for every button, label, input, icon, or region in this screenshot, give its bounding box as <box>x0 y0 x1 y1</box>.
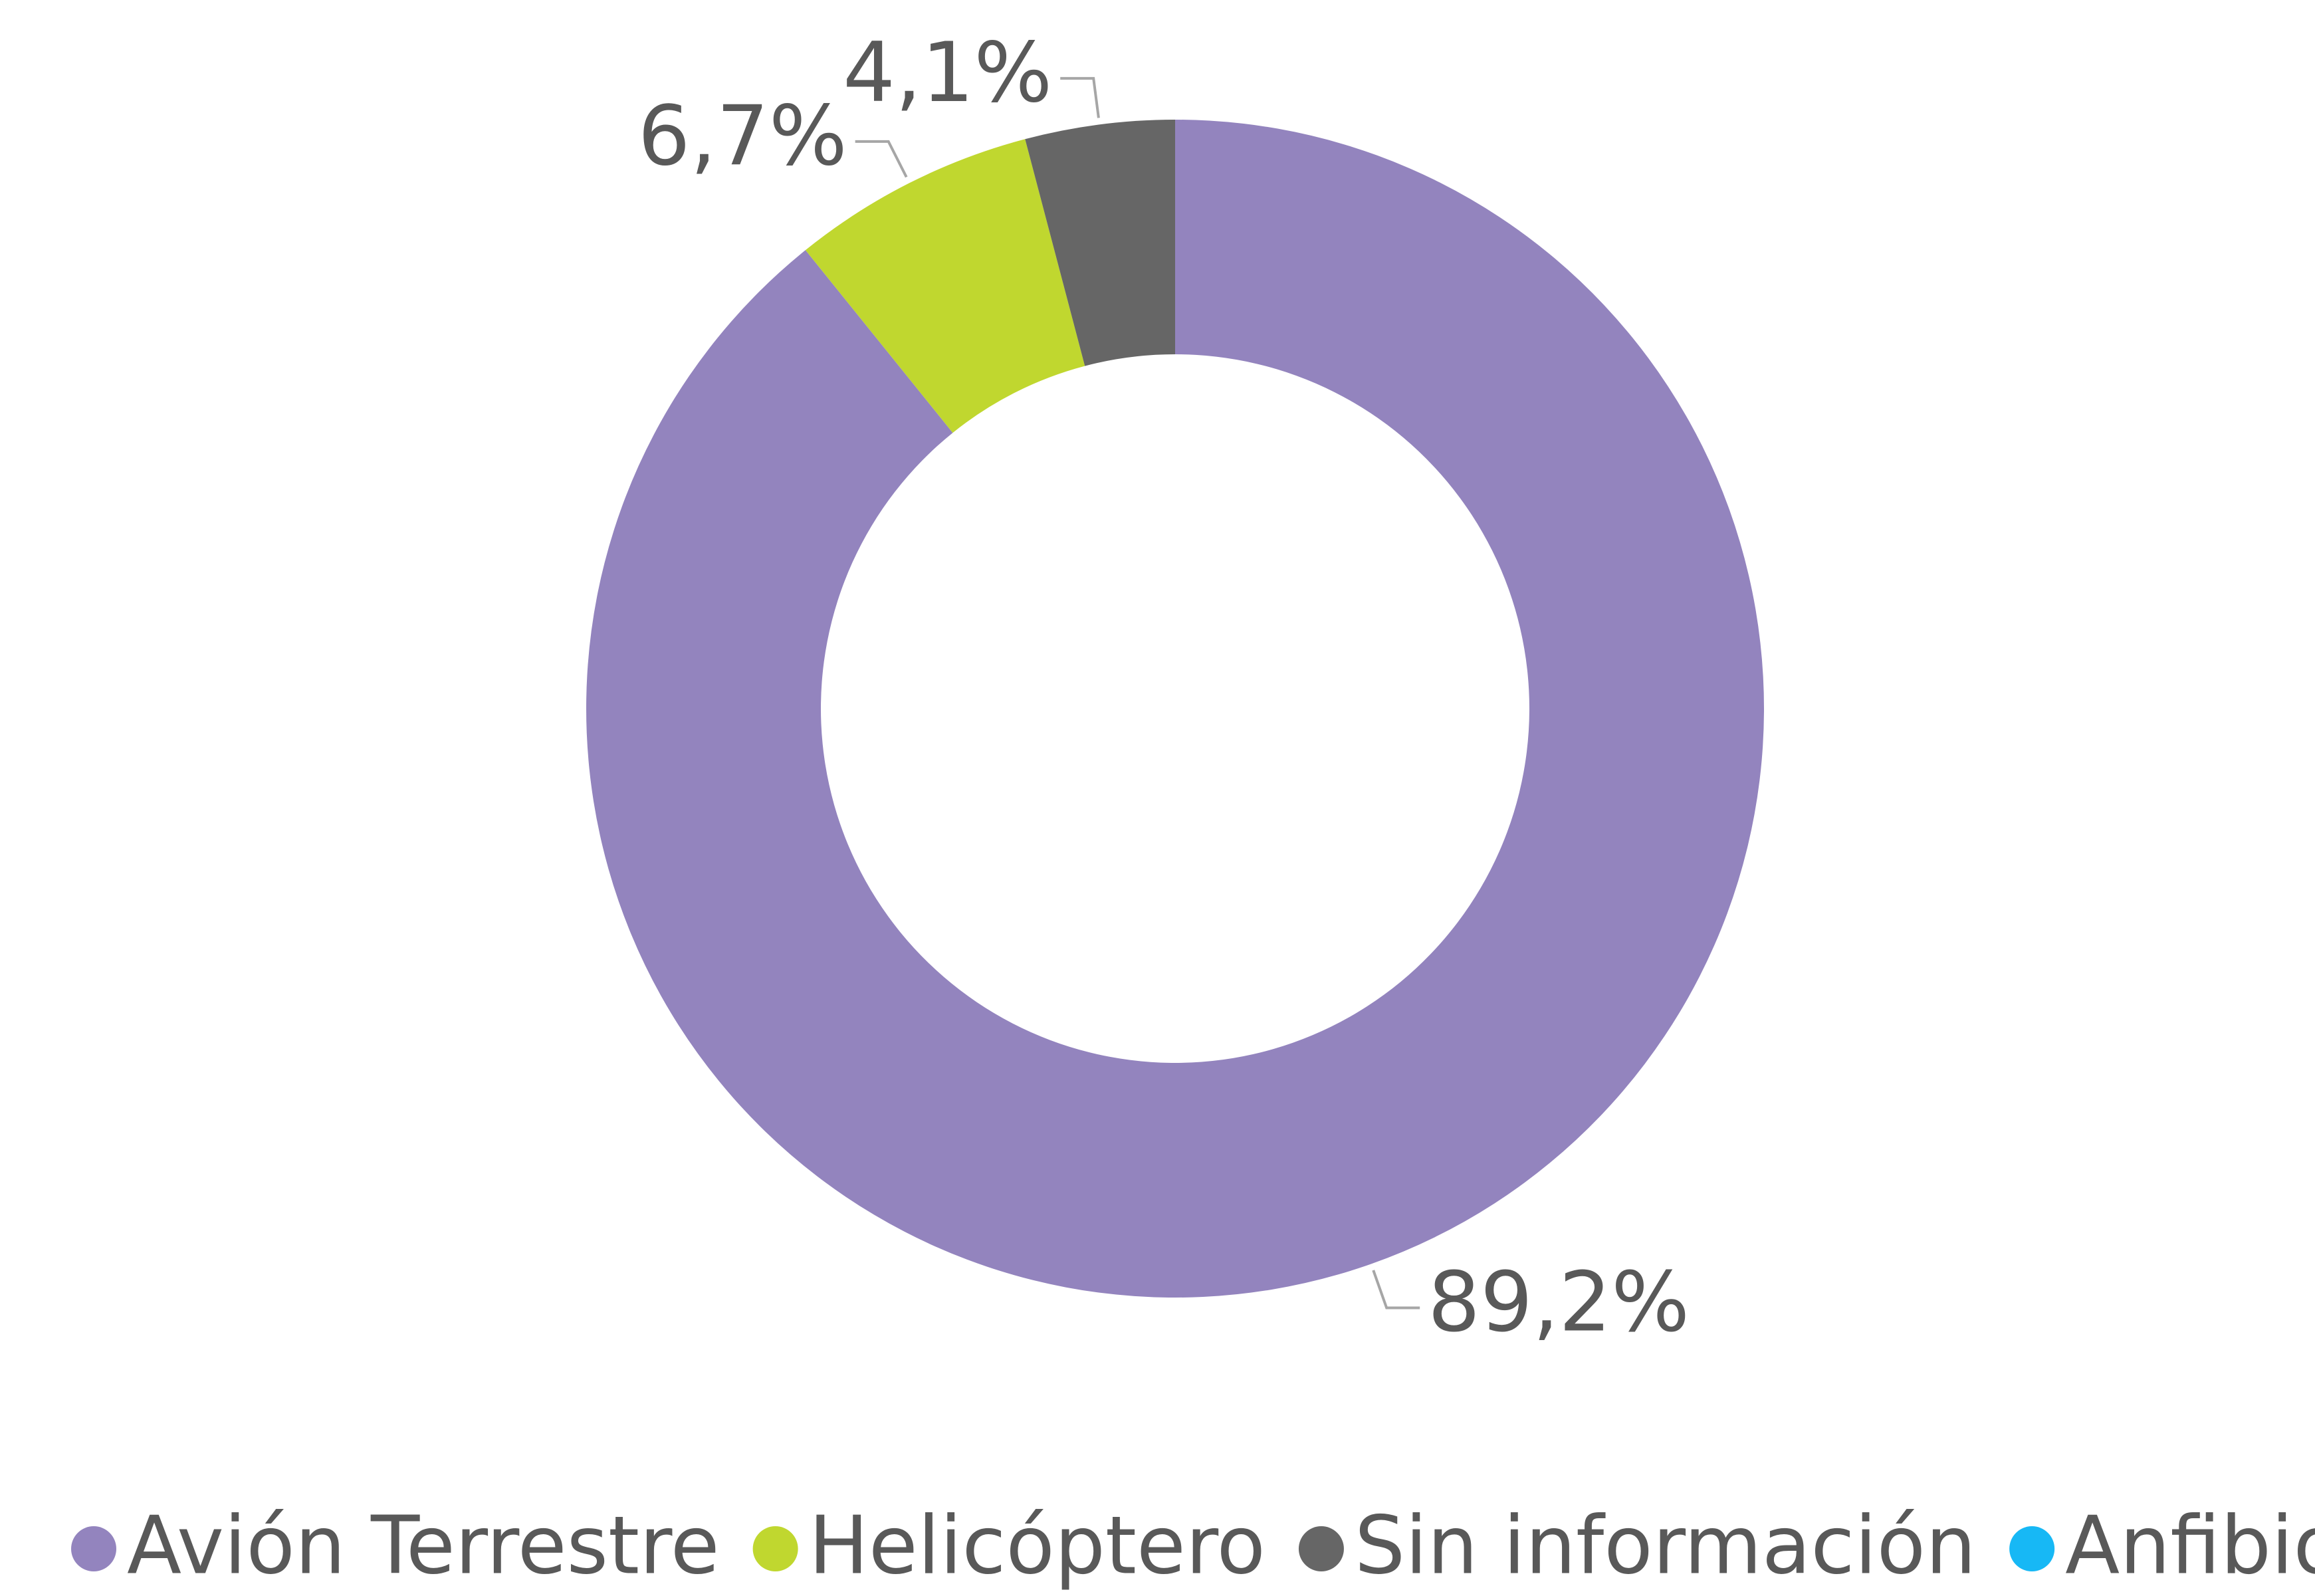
value-label: 6,7% <box>638 88 847 184</box>
legend-label: Avión Terrestre <box>127 1500 720 1593</box>
donut-slice <box>586 120 1765 1298</box>
legend-label: Helicóptero <box>809 1500 1266 1593</box>
leader-line <box>1060 76 1100 118</box>
legend-marker <box>71 1526 116 1571</box>
donut-slice <box>805 139 1085 433</box>
donut-slice <box>1025 120 1175 366</box>
legend-label: Sin información <box>1355 1500 1976 1593</box>
leader-line <box>855 140 908 178</box>
legend-label: Anfibio <box>2065 1500 2315 1593</box>
legend-marker <box>752 1526 798 1571</box>
legend-marker <box>1298 1526 1344 1571</box>
value-label: 4,1% <box>843 25 1052 121</box>
value-label: 89,2% <box>1428 1255 1690 1351</box>
legend-marker <box>2009 1526 2055 1571</box>
leader-line <box>1372 1270 1420 1310</box>
